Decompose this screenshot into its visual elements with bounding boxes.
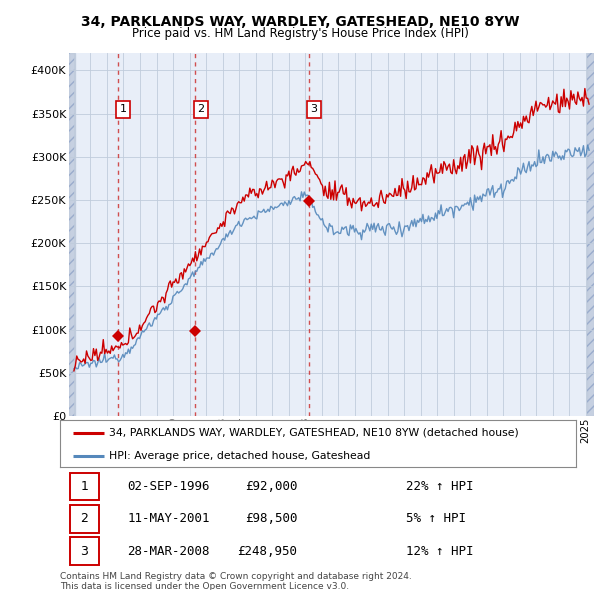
Bar [69,53,75,416]
Text: Price paid vs. HM Land Registry's House Price Index (HPI): Price paid vs. HM Land Registry's House … [131,27,469,40]
Text: 02-SEP-1996: 02-SEP-1996 [127,480,209,493]
Text: £92,000: £92,000 [245,480,298,493]
Text: Contains HM Land Registry data © Crown copyright and database right 2024.: Contains HM Land Registry data © Crown c… [60,572,412,581]
Text: This data is licensed under the Open Government Licence v3.0.: This data is licensed under the Open Gov… [60,582,349,590]
Text: 1: 1 [80,480,88,493]
Text: 34, PARKLANDS WAY, WARDLEY, GATESHEAD, NE10 8YW (detached house): 34, PARKLANDS WAY, WARDLEY, GATESHEAD, N… [109,428,519,438]
Text: 5% ↑ HPI: 5% ↑ HPI [406,512,466,526]
FancyBboxPatch shape [70,505,98,533]
Bar [587,53,594,416]
Text: HPI: Average price, detached house, Gateshead: HPI: Average price, detached house, Gate… [109,451,370,461]
Text: 3: 3 [80,545,88,558]
Text: £248,950: £248,950 [238,545,298,558]
Bar [587,53,594,416]
Text: 22% ↑ HPI: 22% ↑ HPI [406,480,473,493]
Text: 34, PARKLANDS WAY, WARDLEY, GATESHEAD, NE10 8YW: 34, PARKLANDS WAY, WARDLEY, GATESHEAD, N… [81,15,519,30]
FancyBboxPatch shape [70,473,98,500]
Bar [69,53,75,416]
FancyBboxPatch shape [70,537,98,565]
Text: £98,500: £98,500 [245,512,298,526]
Text: 28-MAR-2008: 28-MAR-2008 [127,545,209,558]
Text: 2: 2 [80,512,88,526]
Text: 3: 3 [311,104,317,114]
Text: 2: 2 [197,104,204,114]
Text: 11-MAY-2001: 11-MAY-2001 [127,512,209,526]
Text: 12% ↑ HPI: 12% ↑ HPI [406,545,473,558]
Text: 1: 1 [119,104,127,114]
